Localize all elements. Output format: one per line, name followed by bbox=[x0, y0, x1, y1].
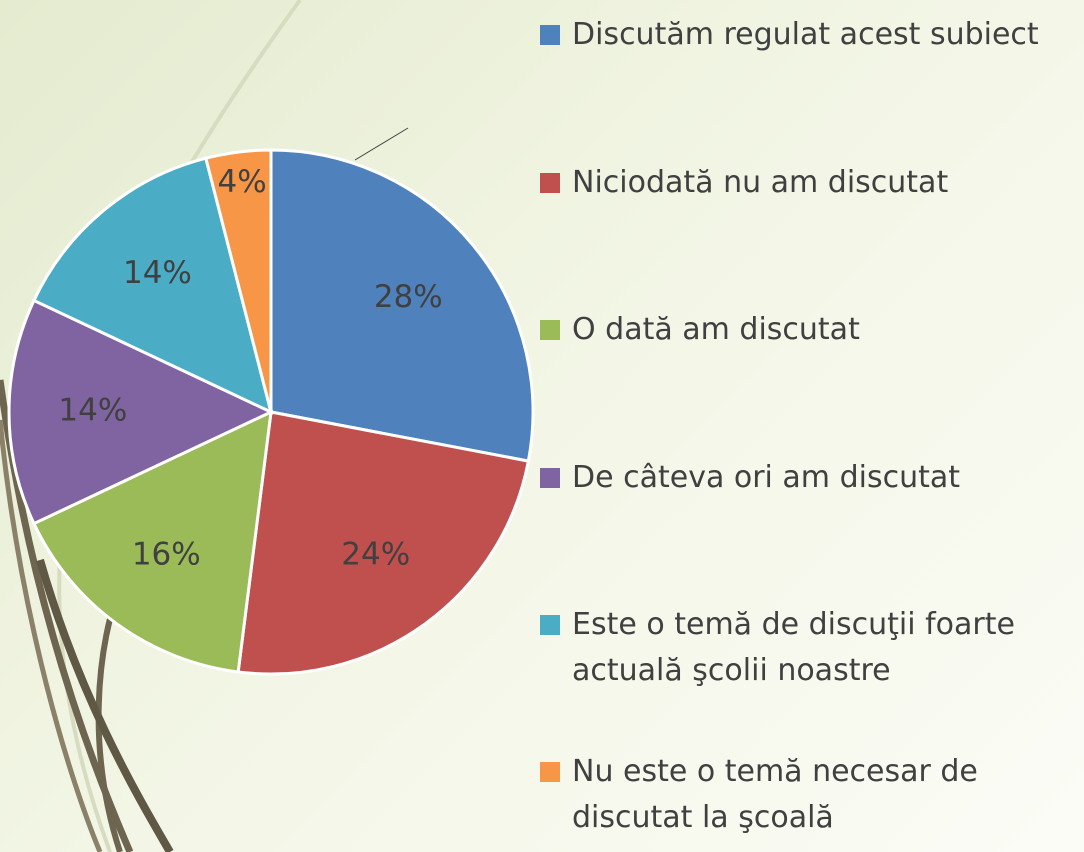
legend-label: Este o temă de discuţii foarte actuală ş… bbox=[572, 607, 1015, 688]
data-label: 16% bbox=[132, 537, 201, 573]
legend-swatch bbox=[540, 762, 560, 782]
data-label: 4% bbox=[218, 164, 267, 200]
legend-item: Niciodată nu am discutat bbox=[540, 160, 1070, 206]
legend-item: O dată am discutat bbox=[540, 307, 1070, 353]
legend-swatch bbox=[540, 615, 560, 635]
pie-slice bbox=[236, 410, 531, 676]
data-label: 28% bbox=[374, 279, 443, 315]
legend-label: O dată am discutat bbox=[572, 312, 860, 347]
pie-slice bbox=[31, 409, 273, 674]
legend-label: Discutăm regulat acest subiect bbox=[572, 17, 1039, 52]
data-label: 14% bbox=[123, 255, 192, 291]
legend-item: Discutăm regulat acest subiect bbox=[540, 12, 1070, 58]
pie-slice bbox=[204, 148, 273, 413]
legend-item: Este o temă de discuţii foarte actuală ş… bbox=[540, 602, 1070, 694]
legend-label: Nu este o temă necesar de discutat la şc… bbox=[572, 754, 978, 835]
legend-swatch bbox=[540, 468, 560, 488]
pie-slice bbox=[31, 156, 274, 415]
legend-swatch bbox=[540, 320, 560, 340]
legend-label: Niciodată nu am discutat bbox=[572, 165, 949, 200]
pie-slice bbox=[7, 298, 275, 526]
pie: 28% 24% 16% 14% 14% 4% bbox=[7, 148, 535, 676]
legend-item: Nu este o temă necesar de discutat la şc… bbox=[540, 749, 1070, 841]
data-label: 14% bbox=[58, 393, 127, 429]
pie-slice bbox=[269, 148, 535, 463]
legend-label: De câteva ori am discutat bbox=[572, 460, 960, 495]
legend-swatch bbox=[540, 173, 560, 193]
legend-swatch bbox=[540, 25, 560, 45]
legend-item: De câteva ori am discutat bbox=[540, 455, 1070, 501]
data-label: 24% bbox=[341, 537, 410, 573]
